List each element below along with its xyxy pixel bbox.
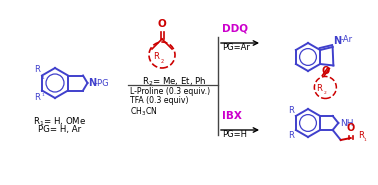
Text: PG= H, Ar: PG= H, Ar — [39, 125, 82, 134]
Text: R: R — [358, 132, 364, 140]
Text: R: R — [288, 131, 294, 140]
Text: R: R — [34, 92, 40, 102]
Text: R: R — [288, 106, 294, 115]
Text: -PG: -PG — [94, 78, 109, 88]
Text: $_1$: $_1$ — [41, 75, 45, 82]
Text: TFA (0.3 equiv): TFA (0.3 equiv) — [130, 96, 189, 105]
Text: $_2$: $_2$ — [323, 90, 328, 97]
Text: IBX: IBX — [222, 111, 242, 121]
Text: $_1$: $_1$ — [363, 137, 367, 144]
Text: NH: NH — [340, 119, 354, 127]
Text: R: R — [34, 65, 40, 73]
Text: -Ar: -Ar — [341, 35, 353, 44]
Text: L-Proline (0.3 equiv.): L-Proline (0.3 equiv.) — [130, 87, 210, 96]
Text: R: R — [153, 51, 159, 60]
Text: R$_1$= H, OMe: R$_1$= H, OMe — [33, 116, 87, 129]
Text: DDQ: DDQ — [222, 23, 248, 33]
Text: R: R — [316, 84, 322, 93]
Text: R$_2$= Me, Et, Ph: R$_2$= Me, Et, Ph — [142, 75, 207, 88]
Text: O: O — [347, 123, 355, 133]
Text: PG=Ar: PG=Ar — [222, 43, 250, 52]
Text: $_2$: $_2$ — [160, 57, 165, 65]
Text: CH$_3$CN: CH$_3$CN — [130, 105, 158, 117]
Text: N: N — [334, 36, 342, 46]
Text: O: O — [158, 19, 166, 29]
Text: O: O — [321, 66, 329, 76]
Text: N: N — [88, 78, 97, 88]
Text: $_1$: $_1$ — [41, 92, 45, 99]
Text: PG=H: PG=H — [222, 130, 247, 139]
